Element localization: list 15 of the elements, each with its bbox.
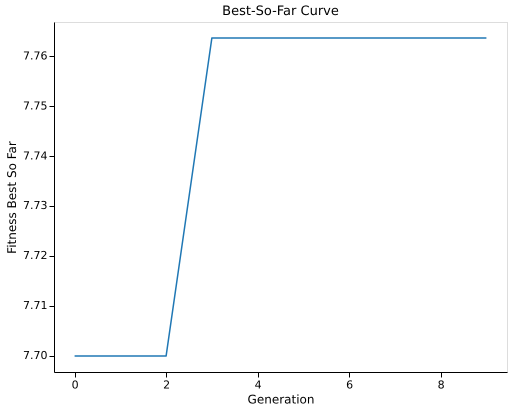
x-axis-title: Generation	[248, 392, 314, 406]
y-tick-label: 7.74	[23, 149, 48, 162]
y-tick-label: 7.72	[23, 249, 48, 262]
y-tick-label: 7.71	[23, 299, 48, 312]
y-tick-label: 7.76	[23, 49, 48, 62]
y-tick-label: 7.75	[23, 99, 48, 112]
x-tick-label: 0	[72, 378, 79, 392]
y-axis-title: Fitness Best So Far	[5, 141, 20, 254]
y-tick-label: 7.73	[23, 199, 48, 212]
x-tick-label: 2	[163, 378, 170, 392]
x-tick-label: 8	[438, 378, 445, 392]
x-tick-label: 6	[346, 378, 354, 392]
chart-title: Best-So-Far Curve	[222, 4, 339, 19]
y-tick-label: 7.70	[23, 349, 48, 362]
x-tick-label: 4	[254, 378, 262, 392]
